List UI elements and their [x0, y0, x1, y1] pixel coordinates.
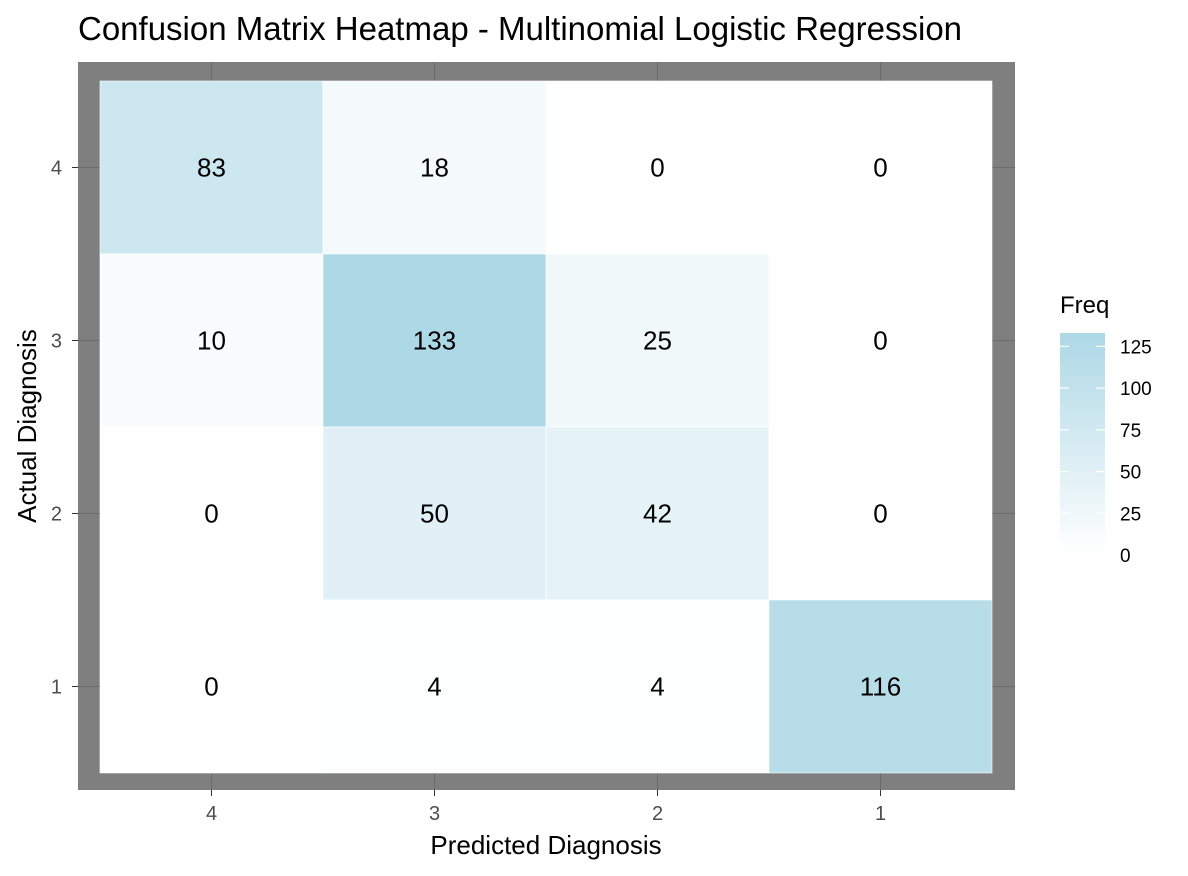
- heatmap-cell-actual-4-predicted-1: [768, 80, 993, 255]
- cell-value-actual-4-predicted-1: 0: [873, 153, 887, 183]
- cell-value-actual-3-predicted-2: 25: [643, 326, 672, 356]
- legend-ticks: 0 25 50 75 100 125: [1060, 337, 1152, 567]
- heatmap-cell-actual-3-predicted-3: [322, 253, 547, 428]
- cell-value-actual-2-predicted-4: 0: [204, 499, 218, 529]
- heatmap-cell-actual-4-predicted-4: [99, 80, 324, 255]
- cell-value-actual-2-predicted-3: 50: [420, 499, 449, 529]
- y-axis: 4 3 2 1: [51, 158, 78, 699]
- chart-title: Confusion Matrix Heatmap - Multinomial L…: [78, 10, 962, 47]
- x-tick-label-3: 3: [429, 803, 440, 825]
- legend-colorbar: [1060, 333, 1105, 555]
- legend-tick-label-75: 75: [1120, 421, 1141, 442]
- heatmap-cell-actual-1-predicted-1: [768, 599, 993, 774]
- x-tick-label-2: 2: [652, 803, 663, 825]
- legend-title: Freq: [1060, 292, 1109, 319]
- cell-labels: 83 18 0 0 10 133 25 0 0 50 42 0 0 4 4 116: [197, 153, 901, 702]
- cell-value-actual-3-predicted-1: 0: [873, 326, 887, 356]
- legend-tick-label-100: 100: [1120, 379, 1152, 400]
- legend-tick-label-125: 125: [1120, 337, 1152, 358]
- heatmap-cell-actual-2-predicted-3: [322, 426, 547, 601]
- heatmap-cell-actual-1-predicted-2: [545, 599, 770, 774]
- legend: Freq 0 25 50 75 100 125: [1060, 292, 1152, 567]
- heatmap-cell-actual-2-predicted-2: [545, 426, 770, 601]
- heatmap-cells: [99, 80, 993, 774]
- heatmap-cell-actual-1-predicted-4: [99, 599, 324, 774]
- cell-value-actual-1-predicted-4: 0: [204, 672, 218, 702]
- legend-tick-label-50: 50: [1120, 463, 1141, 484]
- heatmap-cell-actual-2-predicted-4: [99, 426, 324, 601]
- legend-tick-label-0: 0: [1120, 546, 1131, 567]
- x-tick-label-4: 4: [206, 803, 217, 825]
- heatmap-cell-actual-3-predicted-4: [99, 253, 324, 428]
- cell-value-actual-1-predicted-3: 4: [427, 672, 441, 702]
- cell-value-actual-1-predicted-2: 4: [650, 672, 664, 702]
- x-tick-label-1: 1: [875, 803, 886, 825]
- cell-value-actual-1-predicted-1: 116: [860, 672, 901, 702]
- x-axis-title: Predicted Diagnosis: [430, 830, 661, 860]
- cell-value-actual-3-predicted-3: 133: [413, 326, 456, 356]
- y-tick-label-4: 4: [51, 158, 62, 180]
- cell-value-actual-4-predicted-4: 83: [197, 153, 226, 183]
- x-axis: 4 3 2 1: [206, 790, 886, 825]
- cell-value-actual-2-predicted-1: 0: [873, 499, 887, 529]
- heatmap-cell-actual-1-predicted-3: [322, 599, 547, 774]
- heatmap-cell-actual-3-predicted-2: [545, 253, 770, 428]
- heatmap-cell-actual-3-predicted-1: [768, 253, 993, 428]
- heatmap-cell-actual-2-predicted-1: [768, 426, 993, 601]
- heatmap-cell-actual-4-predicted-3: [322, 80, 547, 255]
- cell-value-actual-4-predicted-2: 0: [650, 153, 664, 183]
- y-tick-label-1: 1: [51, 677, 62, 699]
- cell-value-actual-2-predicted-2: 42: [643, 499, 672, 529]
- legend-tick-label-25: 25: [1120, 504, 1141, 525]
- y-tick-label-3: 3: [51, 331, 62, 353]
- heatmap-cell-actual-4-predicted-2: [545, 80, 770, 255]
- y-tick-label-2: 2: [51, 504, 62, 526]
- y-axis-title: Actual Diagnosis: [12, 329, 42, 523]
- cell-value-actual-3-predicted-4: 10: [197, 326, 226, 356]
- cell-value-actual-4-predicted-3: 18: [420, 153, 449, 183]
